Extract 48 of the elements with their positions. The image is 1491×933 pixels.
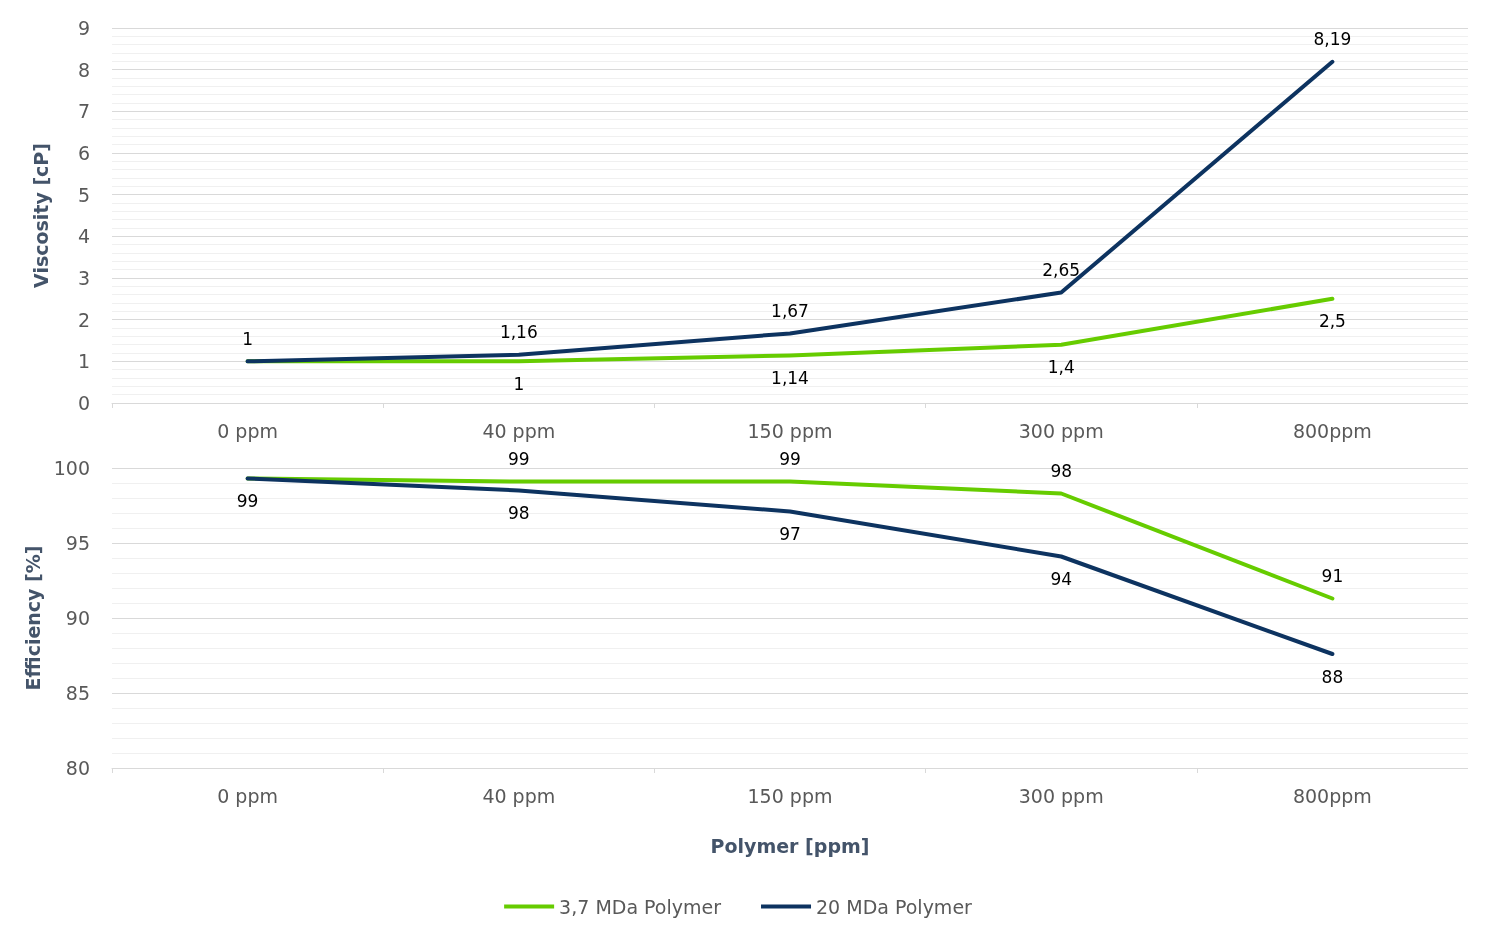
y-tick-label: 5	[77, 183, 90, 206]
data-label: 91	[1321, 566, 1344, 586]
x-tick-label: 800ppm	[1292, 419, 1372, 442]
y-tick-label: 9	[77, 17, 90, 39]
y-tick-label: 4	[77, 225, 90, 248]
y-tick-label: 100	[53, 457, 90, 479]
y-axis-title: Efficiency [%]	[22, 545, 45, 691]
data-label: 8,19	[1313, 29, 1352, 50]
x-tick-label: 40 ppm	[482, 419, 556, 442]
y-tick-label: 0	[77, 392, 90, 414]
legend-label: 20 MDa Polymer	[816, 895, 973, 918]
data-label: 1,16	[499, 322, 538, 343]
x-tick-label: 150 ppm	[747, 419, 833, 442]
data-label: 99	[507, 449, 530, 469]
y-tick-label: 2	[77, 308, 90, 331]
y-tick-label: 95	[65, 532, 90, 554]
x-tick-label: 300 ppm	[1018, 784, 1104, 807]
y-tick-label: 8	[77, 58, 90, 81]
data-label: 2,5	[1318, 311, 1346, 332]
y-tick-label: 90	[65, 607, 90, 629]
y-tick-label: 3	[77, 267, 90, 289]
legend-label: 3,7 MDa Polymer	[559, 895, 722, 918]
data-label: 1	[242, 328, 254, 349]
x-tick-label: 40 ppm	[482, 784, 556, 807]
y-tick-label: 6	[77, 142, 90, 164]
data-label: 2,65	[1042, 260, 1081, 281]
y-tick-label: 80	[65, 757, 90, 779]
x-tick-label: 150 ppm	[747, 784, 833, 807]
data-label: 99	[779, 449, 801, 469]
data-label: 1,67	[771, 300, 809, 321]
data-label: 97	[779, 524, 801, 544]
y-axis-title: Viscosity [cP]	[29, 143, 52, 288]
data-label: 94	[1050, 569, 1073, 589]
data-label: 98	[507, 503, 530, 523]
data-label: 1,14	[771, 368, 809, 388]
y-tick-label: 85	[65, 682, 90, 704]
x-axis-title: Polymer [ppm]	[710, 834, 870, 857]
x-tick-label: 300 ppm	[1018, 419, 1104, 442]
data-label: 1,4	[1047, 357, 1075, 378]
x-tick-label: 800ppm	[1292, 784, 1372, 807]
data-label: 1	[513, 373, 525, 394]
y-tick-label: 7	[77, 100, 90, 123]
x-tick-label: 0 ppm	[217, 419, 278, 442]
data-label: 88	[1321, 666, 1344, 687]
x-tick-label: 0 ppm	[217, 784, 278, 807]
y-tick-label: 1	[77, 350, 90, 373]
data-label: 98	[1050, 461, 1073, 481]
data-label: 99	[236, 491, 259, 511]
